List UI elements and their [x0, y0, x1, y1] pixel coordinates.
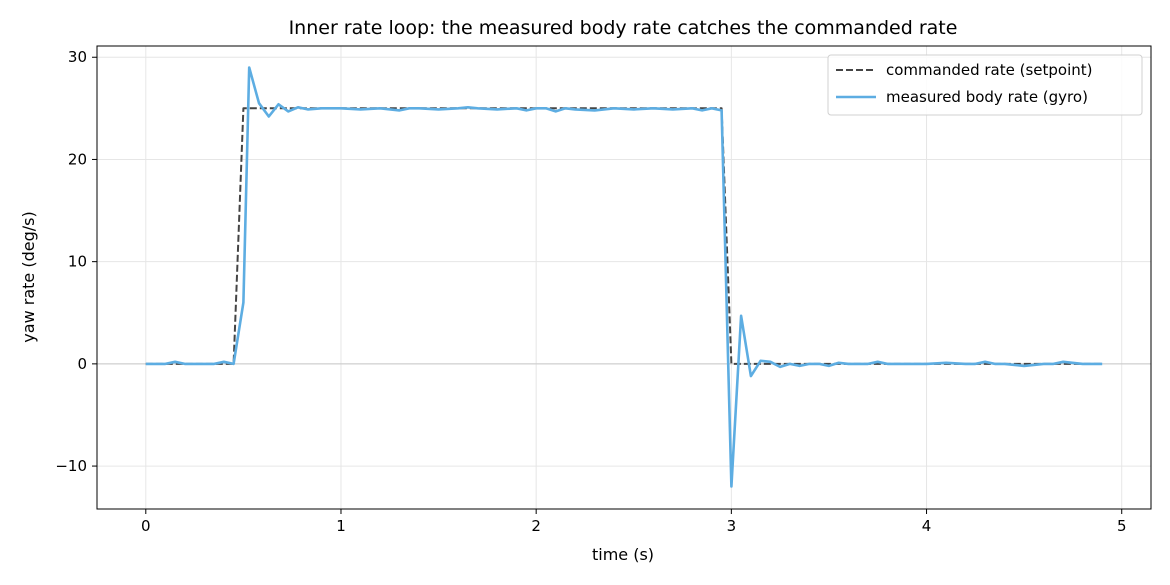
legend-label: measured body rate (gyro) [886, 88, 1088, 106]
y-tick-label: 30 [68, 48, 87, 66]
series-line-commanded [145, 107, 1103, 365]
y-axis-ticks: −10 0 10 20 30 [55, 48, 97, 475]
y-tick-label: 10 [68, 253, 87, 271]
y-axis-label: yaw rate (deg/s) [19, 211, 38, 342]
plot-frame [96, 45, 1152, 510]
chart-title: Inner rate loop: the measured body rate … [289, 17, 958, 39]
x-tick-label: 2 [531, 517, 541, 535]
series-layer [145, 66, 1103, 488]
y-tick-label: 0 [77, 355, 87, 373]
x-tick-label: 4 [922, 517, 932, 535]
x-tick-label: 3 [727, 517, 737, 535]
x-tick-label: 5 [1117, 517, 1127, 535]
legend-label: commanded rate (setpoint) [886, 61, 1093, 79]
legend: commanded rate (setpoint) measured body r… [827, 54, 1143, 116]
x-tick-label: 0 [141, 517, 151, 535]
grid [97, 46, 1151, 509]
x-axis-label: time (s) [592, 545, 654, 564]
y-tick-label: 20 [68, 150, 87, 168]
x-tick-label: 1 [336, 517, 346, 535]
series-line-measured [145, 66, 1103, 488]
x-axis-ticks: 0 1 2 3 4 5 [141, 509, 1126, 535]
legend-box [827, 54, 1143, 116]
y-tick-label: −10 [55, 457, 87, 475]
